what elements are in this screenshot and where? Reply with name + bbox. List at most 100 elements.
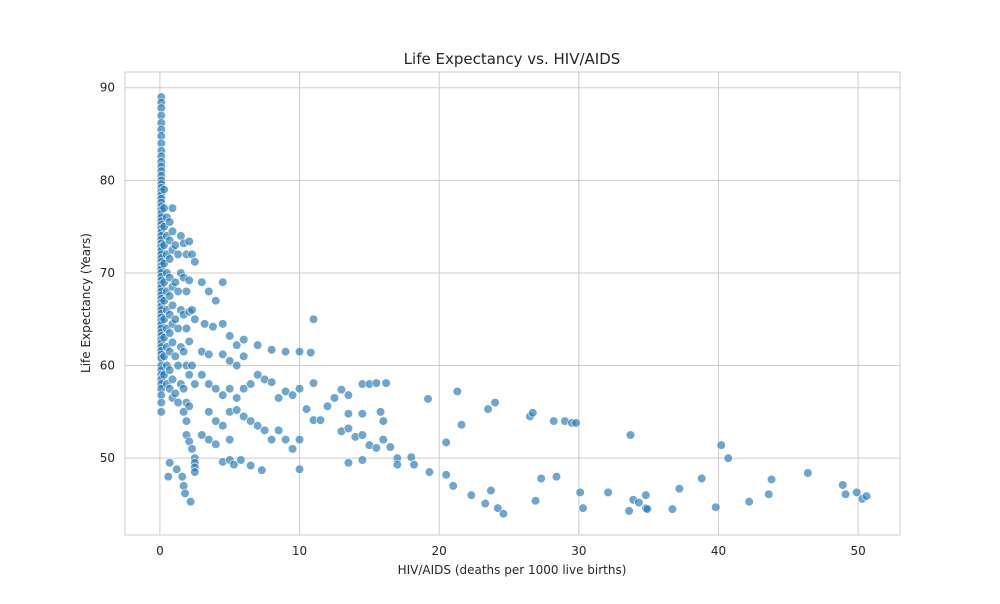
scatter-point (642, 504, 652, 514)
scatter-point (211, 296, 221, 306)
scatter-point (156, 397, 166, 408)
scatter-point (716, 440, 726, 450)
scatter-point (165, 365, 175, 375)
scatter-point (184, 236, 194, 247)
scatter-point (375, 407, 386, 417)
scatter-point (218, 349, 228, 360)
scatter-point (274, 393, 284, 403)
scatter-point (170, 314, 180, 324)
scatter-point (170, 240, 180, 250)
scatter-point (173, 397, 183, 408)
scatter-point (173, 323, 183, 334)
scatter-point (211, 384, 221, 394)
scatter-point (634, 497, 644, 508)
chart-title: Life Expectancy vs. HIV/AIDS (404, 50, 621, 68)
scatter-point (267, 435, 277, 445)
scatter-point (187, 305, 197, 315)
scatter-point (165, 328, 175, 338)
scatter-point (159, 185, 169, 195)
scatter-point (306, 347, 316, 358)
scatter-point (456, 420, 467, 430)
y-axis-label: Life Expectancy (Years) (79, 233, 93, 373)
scatter-point (211, 439, 221, 449)
scatter-point (378, 416, 388, 426)
scatter-point (204, 407, 214, 417)
scatter-point (528, 408, 538, 418)
scatter-point (190, 467, 200, 477)
y-tick-label: 80 (100, 173, 115, 187)
scatter-point (187, 444, 197, 454)
plot-frame (124, 71, 901, 536)
scatter-point (239, 411, 249, 422)
scatter-point (486, 485, 496, 496)
scatter-point (378, 435, 388, 445)
y-tick-label: 50 (100, 451, 115, 465)
scatter-point (218, 421, 228, 431)
scatter-point (674, 484, 684, 494)
scatter-point (163, 472, 173, 482)
scatter-point (236, 455, 246, 465)
scatter-point (229, 460, 239, 470)
scatter-point (173, 249, 183, 260)
scatter-point (181, 416, 192, 426)
tick-labels: 0 10 20 30 40 50 50 60 70 80 90 (100, 81, 866, 558)
scatter-point (294, 384, 305, 394)
scatter-point (625, 430, 636, 440)
scatter-point (498, 509, 509, 519)
scatter-point (280, 347, 291, 357)
scatter-point (253, 340, 263, 350)
scatter-point (177, 472, 187, 482)
scatter-point (170, 351, 180, 361)
scatter-point (190, 379, 200, 389)
scatter-point (197, 277, 207, 287)
scatter-point (167, 203, 178, 213)
scatter-point (267, 377, 277, 387)
y-tick-label: 90 (100, 81, 115, 95)
scatter-point (301, 404, 312, 414)
scatter-point (225, 384, 235, 394)
scatter-point (840, 489, 851, 499)
scatter-point (343, 390, 354, 400)
scatter-point (571, 418, 581, 428)
scatter-point (409, 460, 419, 470)
scatter-point (480, 498, 490, 509)
scatter-point (551, 472, 562, 482)
scatter-point (448, 481, 458, 491)
scatter-point (156, 407, 166, 417)
scatter-point (287, 444, 298, 454)
scatter-point (371, 378, 381, 388)
scatter-point (294, 347, 305, 357)
scatter-point (204, 379, 214, 389)
scatter-point (441, 470, 451, 480)
scatter-point (253, 370, 263, 380)
scatter-point (165, 458, 175, 468)
scatter-point (239, 384, 249, 394)
scatter-point (239, 351, 249, 361)
scatter-point (490, 397, 500, 408)
scatter-point (343, 458, 354, 468)
scatter-point (392, 460, 402, 470)
scatter-point (381, 378, 391, 388)
y-tick-label: 70 (100, 266, 115, 280)
x-tick-label: 20 (432, 544, 447, 558)
scatter-point (838, 480, 848, 490)
scatter-point (167, 337, 178, 347)
scatter-point (711, 502, 721, 512)
scatter-point (861, 491, 872, 501)
scatter-point (211, 416, 221, 426)
scatter-point (167, 374, 178, 385)
scatter-point (253, 421, 263, 431)
scatter-point (225, 356, 235, 366)
scatter-point (357, 455, 367, 465)
scatter-point (190, 314, 200, 324)
data-points (156, 92, 872, 519)
scatter-point (667, 504, 677, 514)
scatter-point (179, 384, 189, 394)
scatter-point (424, 467, 435, 477)
scatter-point (267, 345, 277, 355)
scatter-point (165, 254, 175, 264)
scatter-point (578, 503, 588, 513)
scatter-point (452, 386, 462, 397)
scatter-point (315, 415, 326, 425)
